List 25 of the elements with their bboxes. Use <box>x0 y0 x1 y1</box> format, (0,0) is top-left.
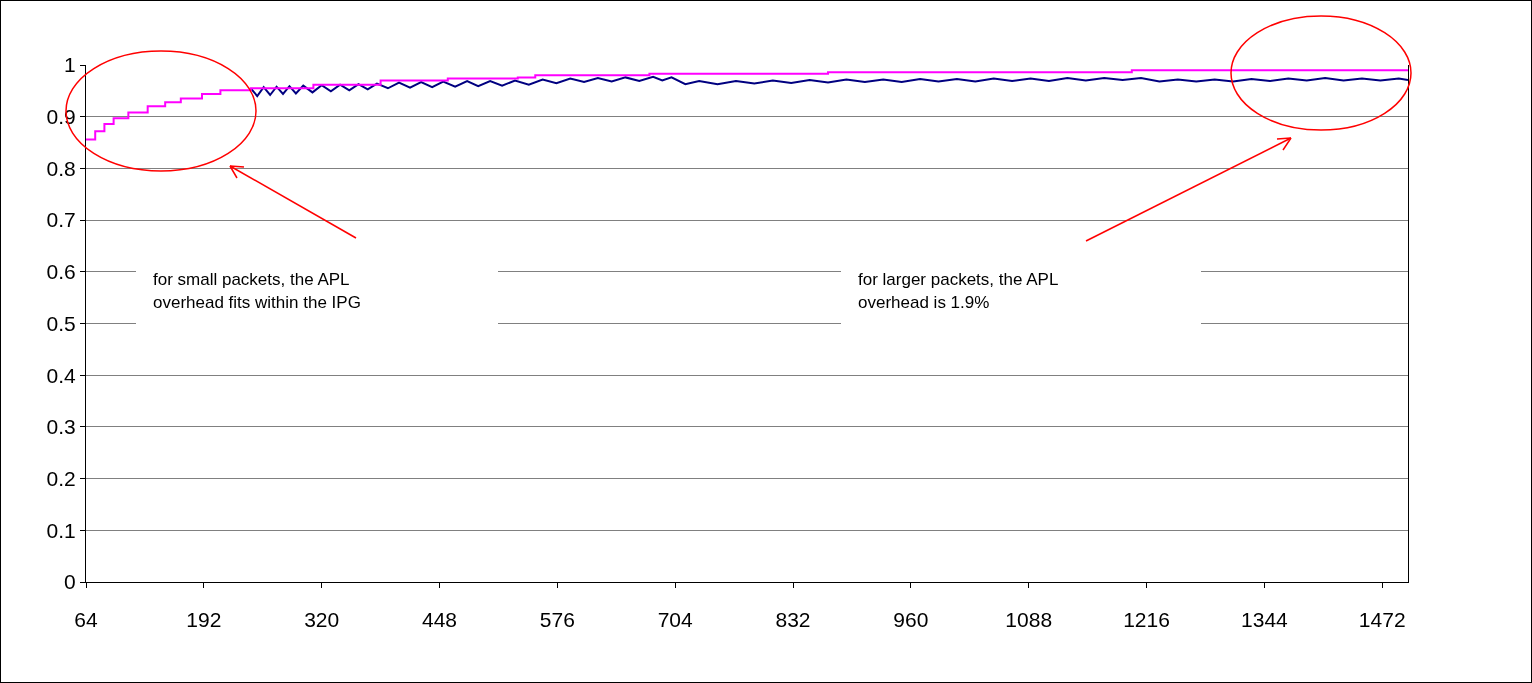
annotation: for small packets, the APL overhead fits within the IPG <box>153 269 361 314</box>
x-tick-label: 1472 <box>1358 608 1406 632</box>
x-tick-label: 960 <box>893 608 929 632</box>
line-series <box>249 75 1408 98</box>
y-tick-label: 0.5 <box>46 311 76 335</box>
x-tick-label: 448 <box>422 608 458 632</box>
y-tick-label: 0.8 <box>46 156 76 180</box>
y-tick-label: 0.7 <box>46 208 76 232</box>
y-tick-label: 0.2 <box>46 466 76 490</box>
x-tick-label: 192 <box>186 608 222 632</box>
y-tick-label: 0 <box>64 570 76 594</box>
y-tick-label: 0.4 <box>46 363 77 387</box>
x-tick-label: 1216 <box>1123 608 1170 632</box>
y-tick-label: 0.1 <box>46 518 76 542</box>
x-tick-label: 576 <box>539 608 575 632</box>
x-tick-label: 1344 <box>1241 608 1289 632</box>
y-tick-label: 1 <box>64 53 76 77</box>
annotation: for larger packets, the APL overhead is 1.9% <box>858 269 1059 314</box>
y-tick-label: 0.6 <box>46 260 76 284</box>
x-tick-label: 64 <box>74 608 98 632</box>
x-tick-label: 704 <box>657 608 694 632</box>
x-tick-label: 832 <box>775 608 811 632</box>
x-tick-label: 320 <box>304 608 340 632</box>
x-tick-label: 1088 <box>1005 608 1053 632</box>
y-tick-label: 0.3 <box>46 415 76 439</box>
